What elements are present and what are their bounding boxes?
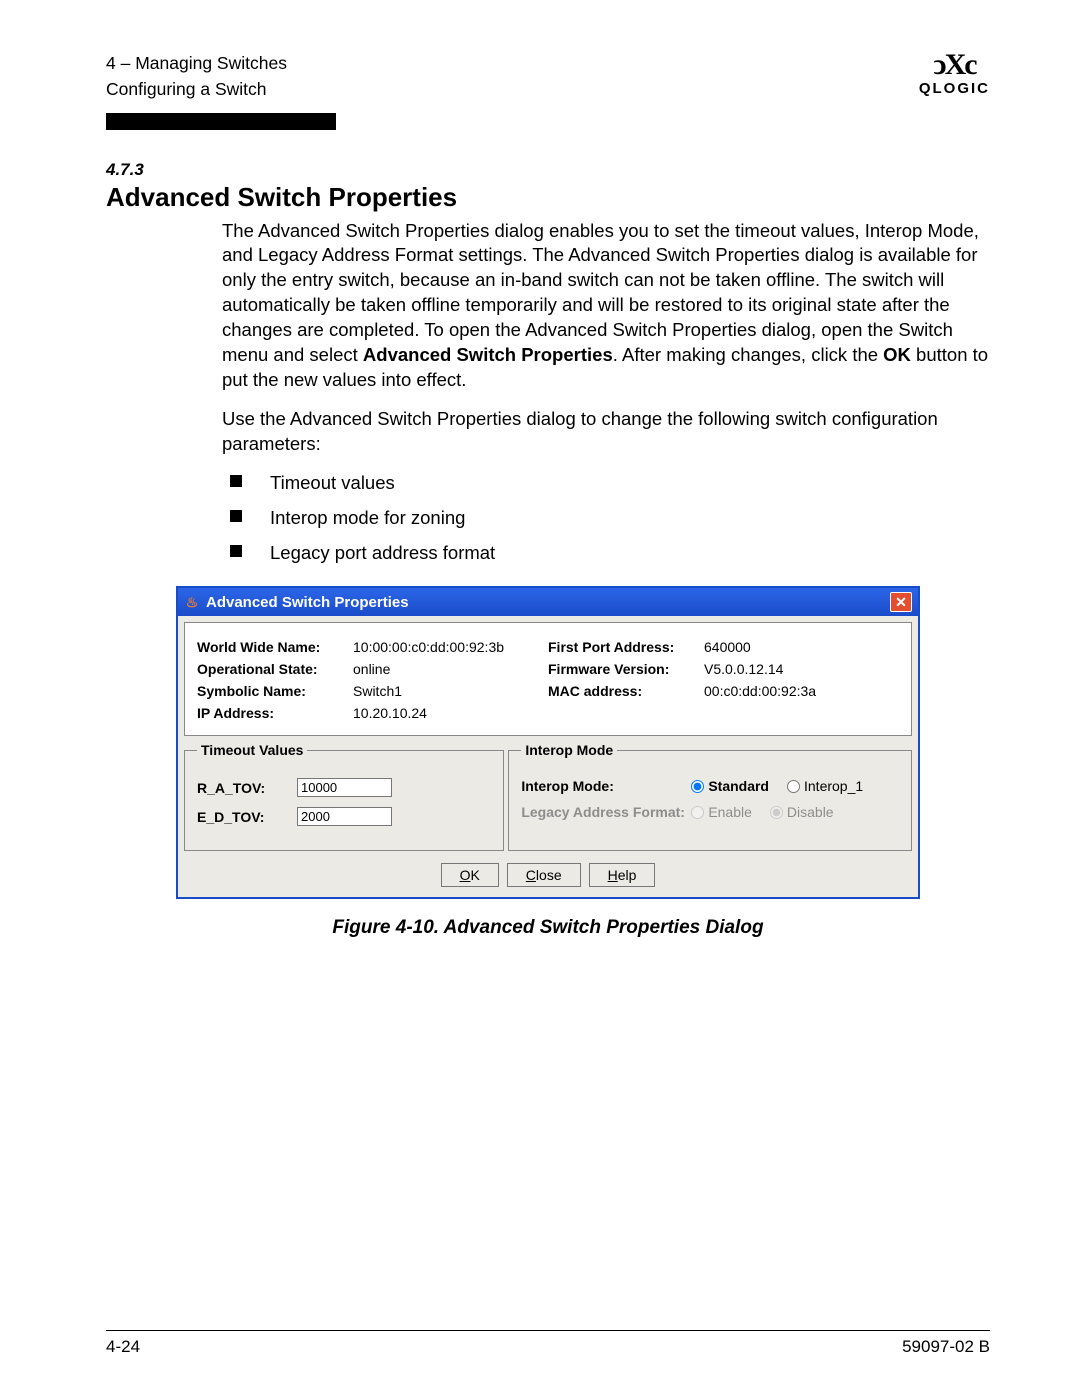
symbolic-name-label: Symbolic Name: xyxy=(197,683,347,699)
ra-tov-label: R_A_TOV: xyxy=(197,780,297,796)
ed-tov-label: E_D_TOV: xyxy=(197,809,297,825)
ok-button[interactable]: OK xyxy=(441,863,499,887)
timeout-legend: Timeout Values xyxy=(197,742,307,758)
first-port-label: First Port Address: xyxy=(548,639,698,655)
logo-icon: ↄXc xyxy=(919,50,990,80)
legacy-disable-radio xyxy=(770,806,783,819)
divider-bar xyxy=(106,113,336,130)
interop-legend: Interop Mode xyxy=(521,742,617,758)
mac-value: 00:c0:dd:00:92:3a xyxy=(704,683,816,699)
mac-label: MAC address: xyxy=(548,683,698,699)
legacy-format-label: Legacy Address Format: xyxy=(521,804,691,820)
wwn-value: 10:00:00:c0:dd:00:92:3b xyxy=(353,639,504,655)
timeout-values-group: Timeout Values R_A_TOV: E_D_TOV: xyxy=(184,742,504,851)
legacy-enable-label: Enable xyxy=(708,804,752,820)
interop-mode-group: Interop Mode Interop Mode: Standard Inte… xyxy=(508,742,912,851)
interop-standard-label: Standard xyxy=(708,778,769,794)
info-panel: World Wide Name: 10:00:00:c0:dd:00:92:3b… xyxy=(184,622,912,736)
list-item: Timeout values xyxy=(222,471,990,496)
close-icon[interactable]: ✕ xyxy=(890,592,912,612)
list-item: Interop mode for zoning xyxy=(222,506,990,531)
page-number: 4-24 xyxy=(106,1337,140,1357)
interop-standard-radio[interactable] xyxy=(691,780,704,793)
first-port-value: 640000 xyxy=(704,639,751,655)
legacy-enable-radio xyxy=(691,806,704,819)
fw-label: Firmware Version: xyxy=(548,661,698,677)
bullet-list: Timeout values Interop mode for zoning L… xyxy=(222,471,990,566)
chapter-line: 4 – Managing Switches xyxy=(106,50,287,76)
op-state-label: Operational State: xyxy=(197,661,347,677)
brand-logo: ↄXc QLOGIC xyxy=(919,50,990,97)
section-number: 4.7.3 xyxy=(106,160,990,180)
figure-caption: Figure 4-10. Advanced Switch Properties … xyxy=(176,917,920,939)
close-button[interactable]: Close xyxy=(507,863,581,887)
help-button[interactable]: Help xyxy=(589,863,656,887)
ip-label: IP Address: xyxy=(197,705,347,721)
list-item: Legacy port address format xyxy=(222,541,990,566)
op-state-value: online xyxy=(353,661,390,677)
section-title: Advanced Switch Properties xyxy=(106,182,990,213)
interop-1-radio[interactable] xyxy=(787,780,800,793)
dialog-titlebar: ♨ Advanced Switch Properties ✕ xyxy=(178,588,918,616)
paragraph-1: The Advanced Switch Properties dialog en… xyxy=(222,219,990,394)
ra-tov-input[interactable] xyxy=(297,778,392,797)
fw-value: V5.0.0.12.14 xyxy=(704,661,783,677)
paragraph-2: Use the Advanced Switch Properties dialo… xyxy=(222,407,990,457)
ip-value: 10.20.10.24 xyxy=(353,705,427,721)
symbolic-name-value: Switch1 xyxy=(353,683,402,699)
java-icon: ♨ xyxy=(184,594,200,610)
interop-mode-label: Interop Mode: xyxy=(521,778,691,794)
ed-tov-input[interactable] xyxy=(297,807,392,826)
logo-text: QLOGIC xyxy=(919,80,990,97)
legacy-disable-label: Disable xyxy=(787,804,834,820)
dialog-title: Advanced Switch Properties xyxy=(206,594,409,611)
section-line: Configuring a Switch xyxy=(106,76,287,102)
interop-1-label: Interop_1 xyxy=(804,778,863,794)
wwn-label: World Wide Name: xyxy=(197,639,347,655)
doc-number: 59097-02 B xyxy=(902,1337,990,1357)
advanced-switch-properties-dialog: ♨ Advanced Switch Properties ✕ World Wid… xyxy=(176,586,920,899)
